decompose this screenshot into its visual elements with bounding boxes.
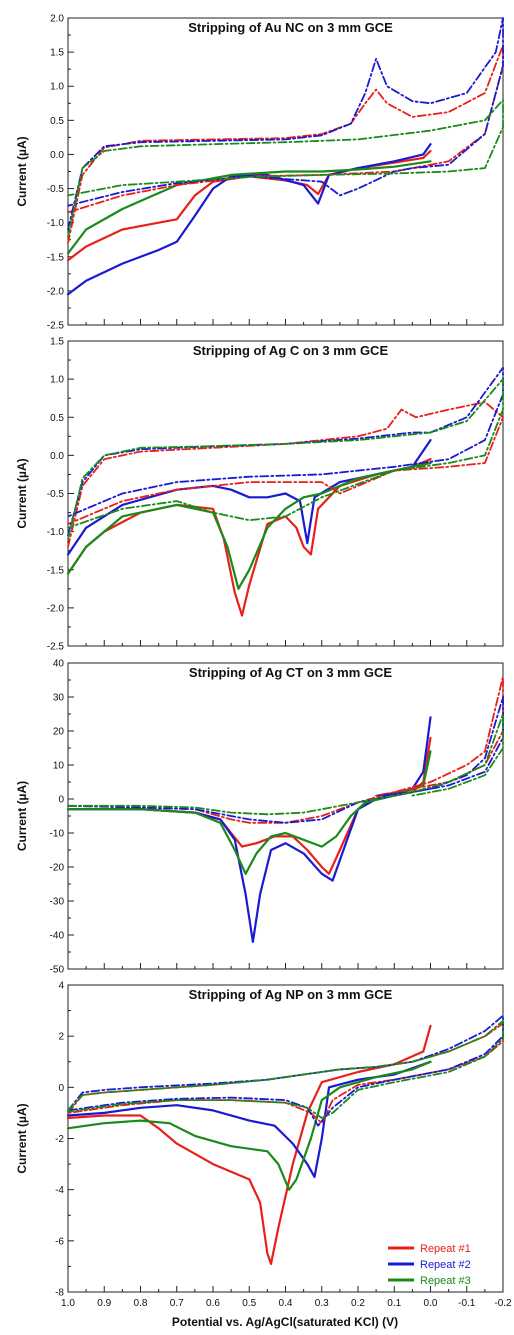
y-tick-label: 0	[58, 1083, 64, 1094]
series-repeat-3-dashdot	[67, 99, 504, 238]
x-tick-label: 0.7	[170, 1298, 184, 1309]
series-repeat-2-solid	[66, 1060, 432, 1178]
x-tick-label: 0.5	[242, 1298, 256, 1309]
y-axis-label: Current (µA)	[15, 136, 29, 206]
y-tick-label: 1.0	[50, 82, 64, 93]
panel-title: Stripping of Ag C on 3 mm GCE	[193, 343, 389, 358]
series-repeat-2-dashdot	[67, 696, 504, 824]
y-tick-label: -10	[50, 829, 65, 840]
panel-4: 4 2 0 -2 -4 -6 -8 Stripping of Ag NP on 3 mm GC…	[15, 981, 504, 1299]
y-axis-label: Current (µA)	[15, 1103, 29, 1173]
series-repeat-3-solid	[66, 160, 432, 255]
y-tick-label: -40	[50, 931, 65, 942]
y-tick-label: -4	[55, 1185, 64, 1196]
panel-title: Stripping of Au NC on 3 mm GCE	[188, 20, 393, 35]
series-repeat-1-dashdot	[67, 675, 504, 824]
y-tick-label: 4	[58, 981, 64, 992]
y-tick-label: 0	[58, 795, 64, 806]
series-repeat-3-solid	[66, 1060, 432, 1191]
y-tick-label: 1.5	[50, 337, 64, 348]
x-axis-label: Potential vs. Ag/AgCl(saturated KCl) (V)	[172, 1315, 398, 1329]
series-repeat-2-solid	[66, 716, 432, 943]
y-tick-label: -0.5	[47, 489, 65, 500]
x-tick-label: 0.4	[279, 1298, 293, 1309]
series-repeat-1-dashdot	[67, 44, 504, 244]
y-tick-label: -50	[50, 965, 65, 976]
y-tick-label: -2.5	[47, 642, 65, 653]
x-tick-label: 0.9	[97, 1298, 111, 1309]
y-tick-label: 0.0	[50, 150, 64, 161]
x-tick-label: 1.0	[61, 1298, 75, 1309]
y-tick-label: -30	[50, 897, 65, 908]
x-tick-label: -0.2	[494, 1298, 512, 1309]
y-tick-label: -2.0	[47, 603, 65, 614]
plot-frame	[67, 662, 504, 970]
panel-3: 40 30 20 10 0 -10 -20 -30 -40 -50 Stripping of Ag …	[15, 659, 504, 976]
y-tick-label: 0.0	[50, 451, 64, 462]
series-repeat-3-dashdot	[67, 1019, 504, 1119]
series-repeat-2-dashdot	[67, 17, 504, 231]
x-tick-label: 0.8	[134, 1298, 148, 1309]
y-tick-label: -1.0	[47, 218, 65, 229]
series-repeat-2-solid	[66, 143, 432, 296]
y-tick-label: -0.5	[47, 184, 65, 195]
series-repeat-3-dashdot	[67, 378, 504, 541]
y-tick-label: 2	[58, 1032, 64, 1043]
y-axis-label: Current (µA)	[15, 781, 29, 851]
y-tick-label: -2	[55, 1134, 64, 1145]
series-repeat-1-dashdot	[67, 401, 504, 548]
x-tick-label: -0.1	[458, 1298, 476, 1309]
series-repeat-1-solid	[66, 1024, 432, 1265]
y-tick-label: -1.0	[47, 527, 65, 538]
y-axis-label: Current (µA)	[15, 458, 29, 528]
x-tick-label: 0.2	[351, 1298, 365, 1309]
y-tick-label: 30	[53, 693, 65, 704]
panel-title: Stripping of Ag CT on 3 mm GCE	[189, 665, 393, 680]
series-repeat-1-solid	[66, 458, 432, 617]
y-tick-label: -2.0	[47, 286, 65, 297]
x-tick-label: 0.6	[206, 1298, 220, 1309]
legend: Repeat #1 Repeat #2 Repeat #3	[388, 1243, 471, 1287]
y-tick-label: 10	[53, 761, 65, 772]
legend-label: Repeat #2	[420, 1259, 471, 1271]
y-tick-label: 0.5	[50, 116, 64, 127]
series-repeat-3-solid	[66, 461, 432, 590]
y-tick-label: 0.5	[50, 413, 64, 424]
y-tick-label: -1.5	[47, 252, 65, 263]
x-tick-label: 0.0	[424, 1298, 438, 1309]
y-tick-label: 40	[53, 659, 65, 670]
y-tick-label: 1.5	[50, 48, 64, 59]
legend-label: Repeat #3	[420, 1275, 471, 1287]
series-repeat-3-solid	[66, 750, 432, 875]
series-repeat-2-solid	[66, 439, 432, 556]
y-tick-label: 1.0	[50, 375, 64, 386]
panel-title: Stripping of Ag NP on 3 mm GCE	[189, 987, 393, 1002]
y-tick-label: -20	[50, 863, 65, 874]
series-repeat-3-dashdot	[67, 713, 504, 816]
y-tick-label: -6	[55, 1236, 64, 1247]
panel-2: 1.5 1.0 0.5 0.0 -0.5 -1.0 -1.5 -2.0 -2.5 Strippin…	[15, 337, 504, 653]
series-repeat-2-dashdot	[67, 366, 504, 537]
y-tick-label: -1.5	[47, 565, 65, 576]
y-tick-label: 2.0	[50, 14, 64, 25]
y-tick-label: 20	[53, 727, 65, 738]
legend-label: Repeat #1	[420, 1243, 471, 1255]
panel-1: 2.0 1.5 1.0 0.5 0.0 -0.5 -1.0 -1.5 -2.0 -2.5 Strip…	[15, 14, 504, 332]
x-tick-label: 0.3	[315, 1298, 329, 1309]
x-tick-label: 0.1	[387, 1298, 401, 1309]
y-tick-label: -2.5	[47, 321, 65, 332]
y-tick-label: -8	[55, 1288, 64, 1299]
